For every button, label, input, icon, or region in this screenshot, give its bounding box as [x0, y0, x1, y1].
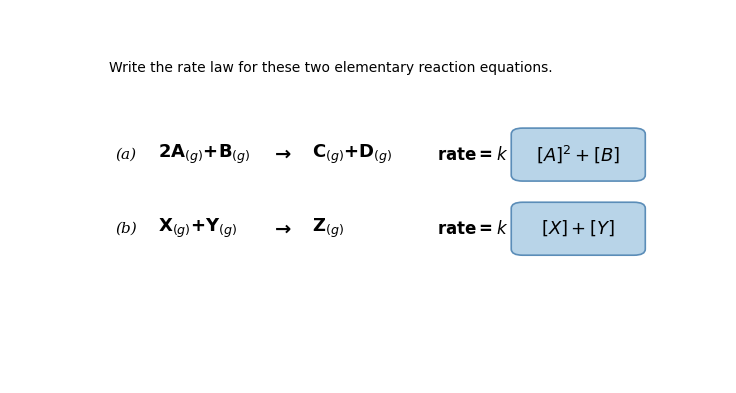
- Text: $\mathbf{rate = }\mathit{k}$: $\mathbf{rate = }\mathit{k}$: [437, 145, 509, 163]
- Text: $[X]+[Y]$: $[X]+[Y]$: [541, 219, 615, 239]
- Text: $\mathbf{2A}_{(\mathit{g})}\mathbf{+ B}_{(\mathit{g})}$: $\mathbf{2A}_{(\mathit{g})}\mathbf{+ B}_…: [158, 143, 250, 166]
- FancyBboxPatch shape: [512, 128, 645, 181]
- FancyBboxPatch shape: [512, 202, 645, 255]
- Text: →: →: [275, 219, 291, 238]
- Text: (a): (a): [115, 148, 136, 162]
- Text: $[A]^2+[B]$: $[A]^2+[B]$: [537, 144, 620, 165]
- Text: →: →: [275, 145, 291, 164]
- Text: $\mathbf{X}_{(\mathit{g})}\mathbf{+ Y}_{(\mathit{g})}$: $\mathbf{X}_{(\mathit{g})}\mathbf{+ Y}_{…: [158, 217, 237, 241]
- Text: $\mathbf{Z}_{(\mathit{g})}$: $\mathbf{Z}_{(\mathit{g})}$: [311, 217, 344, 241]
- Text: $\mathbf{C}_{(\mathit{g})}\mathbf{+ D}_{(\mathit{g})}$: $\mathbf{C}_{(\mathit{g})}\mathbf{+ D}_{…: [311, 143, 392, 166]
- Text: (b): (b): [115, 222, 137, 236]
- Text: $\mathbf{rate = }\mathit{k}$: $\mathbf{rate = }\mathit{k}$: [437, 220, 509, 238]
- Text: Write the rate law for these two elementary reaction equations.: Write the rate law for these two element…: [109, 61, 553, 75]
